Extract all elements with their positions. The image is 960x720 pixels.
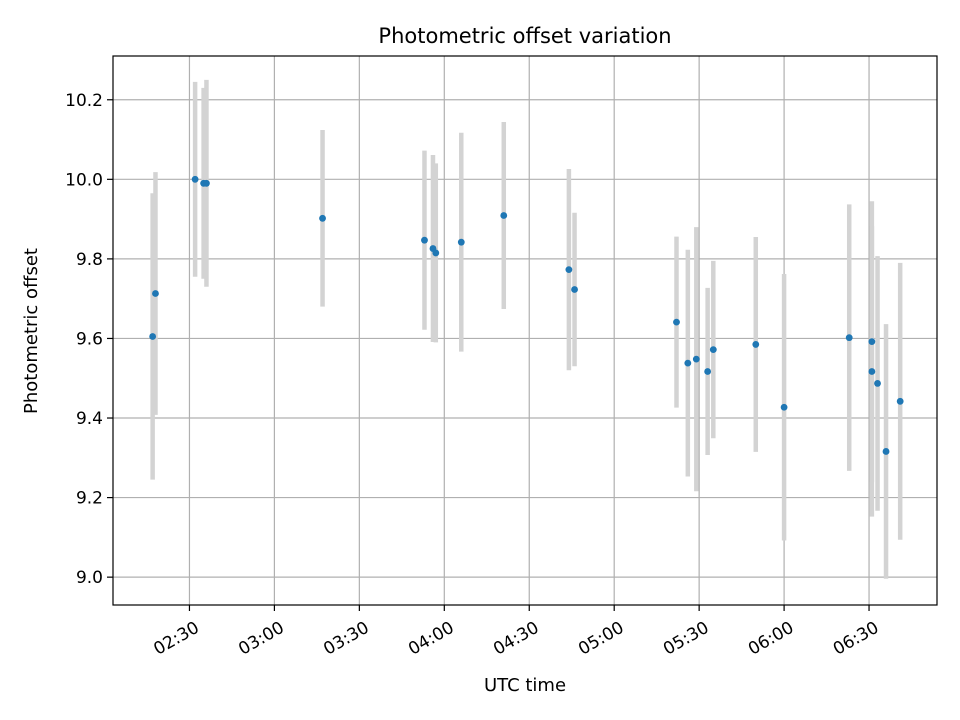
data-point	[704, 368, 712, 375]
y-tick-label: 9.2	[76, 489, 103, 509]
chart-title: Photometric offset variation	[378, 24, 671, 48]
data-point	[203, 179, 210, 187]
data-point	[845, 334, 853, 342]
data-point	[149, 333, 157, 340]
data-point	[319, 214, 326, 222]
data-point	[868, 368, 876, 375]
data-point	[152, 290, 159, 297]
data-point	[571, 286, 578, 293]
y-tick-label: 9.8	[76, 250, 103, 270]
data-point	[457, 238, 465, 246]
data-point	[896, 397, 904, 405]
data-points	[149, 175, 904, 455]
data-point	[421, 236, 428, 244]
data-point	[868, 338, 876, 346]
data-point	[882, 448, 890, 455]
data-point	[684, 359, 692, 367]
y-axis-label: Photometric offset	[21, 248, 42, 414]
y-tick-label: 10.0	[65, 170, 103, 190]
y-tick-label: 9.6	[76, 329, 103, 349]
data-point	[874, 380, 881, 387]
x-axis-label: UTC time	[484, 675, 566, 696]
y-tick-label: 9.4	[76, 409, 103, 429]
data-point	[500, 212, 508, 219]
y-tick-label: 9.0	[76, 568, 103, 588]
data-point	[565, 266, 573, 274]
y-tick-label: 10.2	[65, 91, 103, 111]
data-point	[692, 355, 700, 363]
y-axis: 9.0 9.2 9.4 9.6 9.8 10.0 10.2	[65, 91, 113, 588]
data-point	[191, 175, 199, 183]
data-point	[673, 318, 680, 326]
data-point	[432, 249, 440, 257]
data-point	[752, 341, 760, 348]
plot-frame	[112, 55, 938, 606]
grid	[113, 56, 937, 605]
data-point	[709, 346, 717, 353]
data-point	[780, 403, 788, 411]
